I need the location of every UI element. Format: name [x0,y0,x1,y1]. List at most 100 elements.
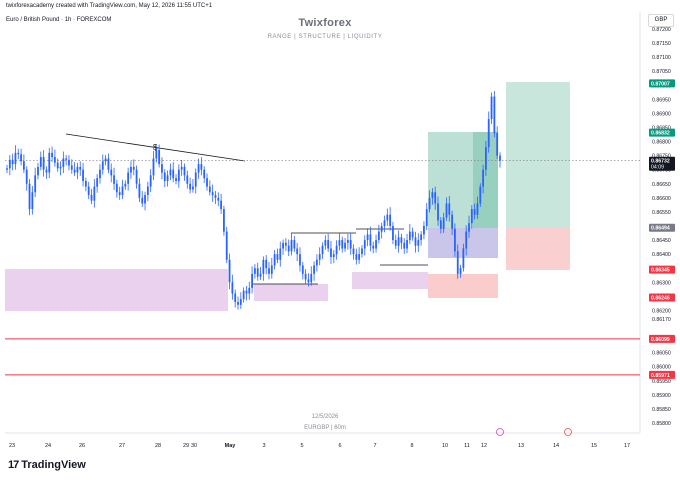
candle-body [118,192,121,196]
candle-body [496,133,499,156]
candle-body [346,240,349,243]
candle-body [194,172,197,187]
price-tick-label: 0.87200 [652,27,671,33]
candle-body [48,152,51,173]
candle-body [73,169,76,173]
candle-body [37,166,39,176]
candle-body [172,169,175,179]
stop-zone [428,274,498,298]
candle-body [299,254,301,266]
watermark-symbol: EURGBP | 60m [304,425,346,431]
candle-body [158,150,161,165]
candle-body [468,223,470,232]
candle-body [231,282,234,294]
candle-body [462,248,465,269]
candle-body [65,158,68,160]
candle-body [242,290,245,300]
candle-body [107,158,110,170]
candle-body [256,268,259,277]
candle-body [482,169,484,187]
price-tick-label: 0.86550 [652,210,671,216]
time-tick-label: 30 [191,443,197,449]
time-tick-label: 12 [481,443,487,449]
candle-body [11,159,14,165]
candle-body [434,192,437,204]
candle-body [31,192,34,210]
candle-body [451,214,454,229]
candle-body [254,268,256,274]
candle-body [163,172,166,181]
price-tick-label: 0.85850 [652,407,671,413]
candle-body [130,166,132,173]
candle-body [259,273,262,277]
candle-body [23,161,25,170]
candle-body [68,159,70,166]
candle-body [341,240,344,249]
time-tick-label: 7 [373,443,376,449]
time-tick-label: 6 [338,443,341,449]
candle-body [307,279,310,283]
candle-body [324,240,327,246]
candle-body [284,242,287,246]
candle-body [332,254,335,257]
price-label-box [649,370,675,379]
candle-body [315,259,318,266]
time-tick-label: 24 [45,443,51,449]
candle-body [115,183,118,193]
time-tick-label: 17 [624,443,630,449]
candle-body [428,197,431,210]
candle-body [392,226,394,241]
candle-body [14,152,17,165]
candle-body [270,265,273,274]
candle-body [206,178,208,187]
candle-body [394,240,397,246]
candle-body [330,248,332,257]
symbol-title[interactable]: Euro / British Pound · 1h · FOREXCOM [6,17,112,23]
candle-body [473,209,476,215]
price-label: 0.86099 [651,337,670,343]
price-tick-label: 0.87100 [652,55,671,61]
candle-body [203,169,206,179]
price-tick-label: 0.86800 [652,140,671,146]
candle-body [135,169,138,184]
candle-body [439,220,442,229]
candle-body [56,162,59,169]
candle-body [287,245,290,252]
price-label: 0.86246 [651,295,670,301]
time-tick-label: 23 [9,443,15,449]
candle-body [310,273,313,283]
candle-body [366,234,369,241]
event-icon [564,428,572,436]
candle-body [82,169,84,181]
price-tick-label: 0.86750 [652,154,671,160]
candle-body [90,195,93,201]
candle-body [70,165,73,170]
price-tick-label: 0.86170 [652,317,671,323]
candle-body [59,166,62,169]
candle-body [490,96,493,120]
candle-body [338,240,341,246]
price-label: 0.87007 [651,81,670,87]
price-tick-label: 0.86000 [652,365,671,371]
candle-body [211,192,214,196]
candle-body [138,183,141,198]
candle-body [175,178,177,181]
candle-body [197,164,200,173]
candle-body [456,251,459,274]
time-tick-label: 14 [553,443,559,449]
candle-body [375,240,377,249]
candle-body [146,186,149,196]
candle-body [470,209,473,224]
time-tick-label: May [225,443,237,449]
tradingview-brand[interactable]: 17 TradingView [8,459,86,471]
price-tick-label: 0.86600 [652,196,671,202]
price-label-box [649,128,675,137]
currency-selector[interactable]: GBP [648,14,674,27]
candle-body [17,152,20,155]
candle-body [84,180,87,187]
candle-body [132,166,135,170]
candle-body [476,203,479,215]
candle-body [448,203,451,215]
candle-body [121,186,124,196]
